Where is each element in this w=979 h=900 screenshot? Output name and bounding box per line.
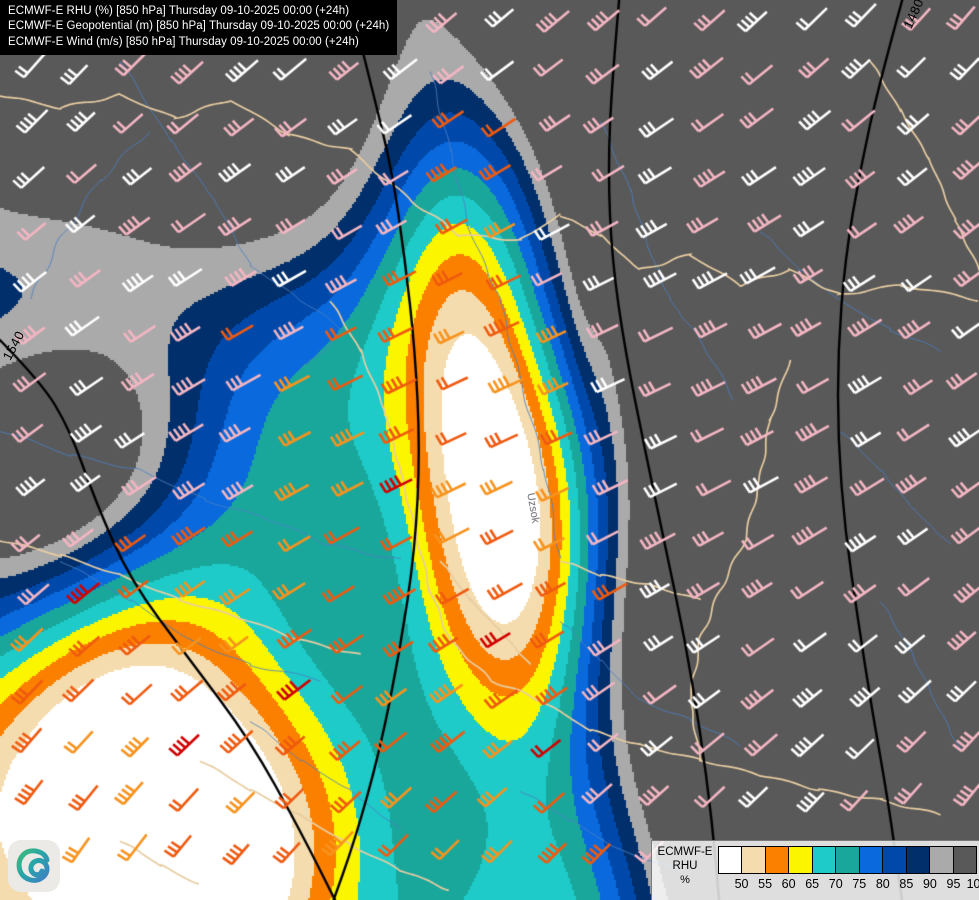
- legend-units: %: [680, 874, 690, 886]
- legend-swatch-row[interactable]: [718, 846, 977, 874]
- legend-tick-row: 50 55 60 65 70 75 80 85 90 95 100: [718, 874, 979, 894]
- legend-tick-95: 95: [946, 877, 961, 891]
- spiral-logo-icon: [16, 848, 50, 883]
- legend-scale: 50 55 60 65 70 75 80 85 90 95 100: [718, 841, 979, 894]
- legend-tick-55: 55: [758, 877, 773, 891]
- legend-swatch-85-90[interactable]: [883, 847, 907, 873]
- legend-swatch-50-55[interactable]: [719, 847, 743, 873]
- legend-swatch-60-65[interactable]: [765, 847, 790, 873]
- legend-swatch-90-95[interactable]: [906, 847, 931, 873]
- legend-swatch->100[interactable]: [953, 847, 976, 873]
- legend-tick-80: 80: [875, 877, 890, 891]
- legend-title: ECMWF-E RHU %: [652, 841, 718, 887]
- legend-tick-85: 85: [899, 877, 914, 891]
- title-line-rhu: ECMWF-E RHU (%) [850 hPa] Thursday 09-10…: [8, 5, 350, 17]
- spiral-logo[interactable]: [8, 840, 60, 892]
- legend-title-param: RHU: [672, 860, 698, 872]
- legend-tick-75: 75: [852, 877, 867, 891]
- title-line-geopotential: ECMWF-E Geopotential (m) [850 hPa] Thurs…: [8, 20, 390, 33]
- map-title-block: ECMWF-E RHU (%) [850 hPa] Thursday 09-10…: [0, 0, 398, 56]
- legend-swatch-80-85[interactable]: [859, 847, 884, 873]
- legend-tick-65: 65: [805, 877, 820, 891]
- legend-swatch-95-100[interactable]: [930, 847, 954, 873]
- legend-tick-60: 60: [781, 877, 796, 891]
- legend-tick-50: 50: [734, 877, 749, 891]
- legend-tick-90: 90: [922, 877, 937, 891]
- legend-title-model: ECMWF-E: [657, 846, 713, 858]
- legend-swatch-70-75[interactable]: [812, 847, 837, 873]
- rhu-colorbar-legend[interactable]: ECMWF-E RHU % 50 55 60 65 70 75 80 85 90 95 100: [651, 840, 979, 900]
- legend-swatch-55-60[interactable]: [742, 847, 766, 873]
- legend-tick-100: 100: [966, 877, 979, 891]
- legend-swatch-75-80[interactable]: [836, 847, 860, 873]
- legend-swatch-65-70[interactable]: [789, 847, 813, 873]
- title-line-wind: ECMWF-E Wind (m/s) [850 hPa] Thursday 09…: [8, 35, 359, 48]
- legend-tick-70: 70: [828, 877, 843, 891]
